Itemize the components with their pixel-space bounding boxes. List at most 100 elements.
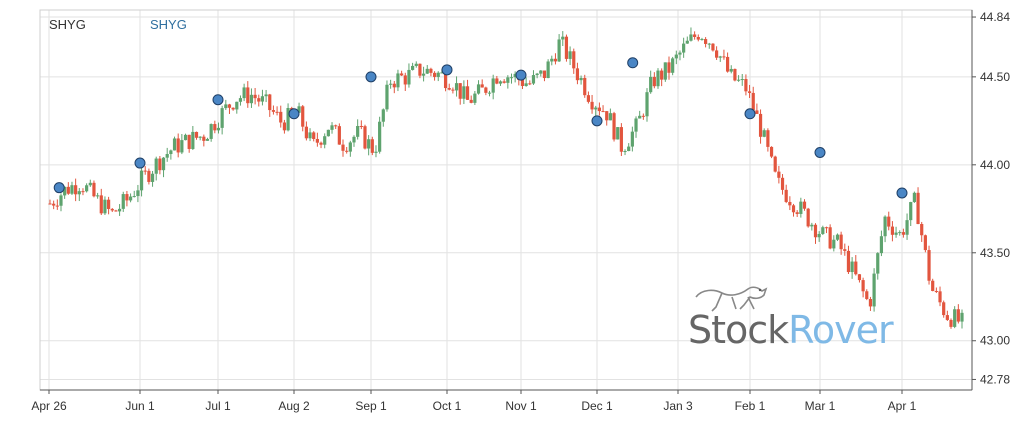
candle-up <box>832 235 836 252</box>
x-tick-label: Apr 1 <box>888 399 917 413</box>
markers <box>53 57 908 199</box>
candle-up <box>374 145 378 158</box>
candle-down <box>725 52 730 73</box>
event-marker[interactable] <box>365 71 377 83</box>
candle-up <box>649 70 653 94</box>
candle-up <box>249 88 254 108</box>
event-marker[interactable] <box>441 64 453 76</box>
candle-down <box>213 120 217 134</box>
candle-down <box>854 255 858 276</box>
y-tick-label: 42.78 <box>980 372 1010 386</box>
event-marker[interactable] <box>814 147 826 158</box>
candle-down <box>451 87 455 94</box>
candle-up <box>128 193 133 203</box>
candle-up <box>378 116 382 154</box>
candles <box>48 27 964 329</box>
candle-down <box>480 79 484 88</box>
candle-up <box>132 190 136 198</box>
candle-down <box>447 83 451 91</box>
candle-down <box>158 156 162 175</box>
candle-down <box>828 224 832 250</box>
candle-up <box>810 222 814 231</box>
candle-down <box>916 187 920 225</box>
candle-up <box>154 156 158 181</box>
candle-down <box>271 105 276 115</box>
candle-down <box>345 147 349 154</box>
candle-down <box>934 287 938 294</box>
candle-up <box>209 123 213 142</box>
candle-down <box>693 31 697 40</box>
candle-up <box>139 164 144 197</box>
candle-up <box>546 59 550 79</box>
event-marker[interactable] <box>627 57 639 69</box>
candle-down <box>246 81 250 108</box>
candle-down <box>147 168 151 185</box>
x-tick-label: Apr 26 <box>31 399 67 413</box>
candle-up <box>414 61 418 68</box>
candle-up <box>476 80 481 95</box>
candle-down <box>257 94 261 107</box>
candle-down <box>465 79 470 101</box>
x-tick-label: Jul 1 <box>205 399 231 413</box>
candle-down <box>586 91 591 104</box>
candle-up <box>506 75 510 89</box>
candle-up <box>539 70 543 77</box>
candle-down <box>528 80 532 86</box>
event-marker[interactable] <box>53 182 65 194</box>
y-tick-label: 44.84 <box>980 10 1010 24</box>
watermark-part1: Stock <box>688 308 789 352</box>
candle-down <box>469 95 473 104</box>
candle-up <box>898 230 902 236</box>
candle-down <box>824 226 829 234</box>
candle-down <box>619 123 623 157</box>
candle-down <box>755 103 759 114</box>
event-marker[interactable] <box>288 108 300 120</box>
candle-up <box>425 65 429 75</box>
event-marker[interactable] <box>515 69 527 81</box>
event-marker[interactable] <box>134 157 146 169</box>
candle-up <box>663 62 667 82</box>
candle-up <box>235 101 239 114</box>
candle-down <box>52 200 56 210</box>
candle-up <box>524 77 528 87</box>
candle-down <box>429 67 433 77</box>
candle-down <box>231 107 235 111</box>
candle-up <box>645 88 649 122</box>
candle-up <box>352 135 356 147</box>
candle-down <box>612 111 616 142</box>
candle-down <box>418 63 422 79</box>
candle-up <box>909 201 913 226</box>
candle-down <box>341 139 345 157</box>
candle-down <box>887 211 891 231</box>
candle-down <box>890 221 895 242</box>
event-marker[interactable] <box>896 187 908 199</box>
candle-down <box>788 196 792 211</box>
candle-down <box>66 182 70 195</box>
candle-down <box>253 88 257 105</box>
candle-down <box>784 184 788 204</box>
candle-down <box>920 221 924 242</box>
candle-down <box>74 178 78 202</box>
candle-up <box>671 56 675 76</box>
x-tick-label: Nov 1 <box>505 399 537 413</box>
candle-up <box>242 83 246 102</box>
candle-down <box>432 71 437 81</box>
candle-down <box>363 124 367 150</box>
candle-up <box>407 63 411 88</box>
candle-down <box>279 105 283 128</box>
candle-up <box>96 192 100 199</box>
candle-up <box>594 105 598 117</box>
event-marker[interactable] <box>744 108 756 120</box>
event-marker[interactable] <box>591 115 603 127</box>
x-tick-label: Jan 3 <box>663 399 693 413</box>
candle-down <box>564 34 569 62</box>
candle-up <box>264 89 268 103</box>
candle-up <box>905 213 909 240</box>
candle-up <box>411 62 415 71</box>
candle-up <box>180 133 184 155</box>
event-marker[interactable] <box>212 94 224 106</box>
candle-down <box>806 207 810 228</box>
candle-down <box>605 111 609 126</box>
candle-up <box>850 257 854 279</box>
candle-up <box>894 226 898 238</box>
